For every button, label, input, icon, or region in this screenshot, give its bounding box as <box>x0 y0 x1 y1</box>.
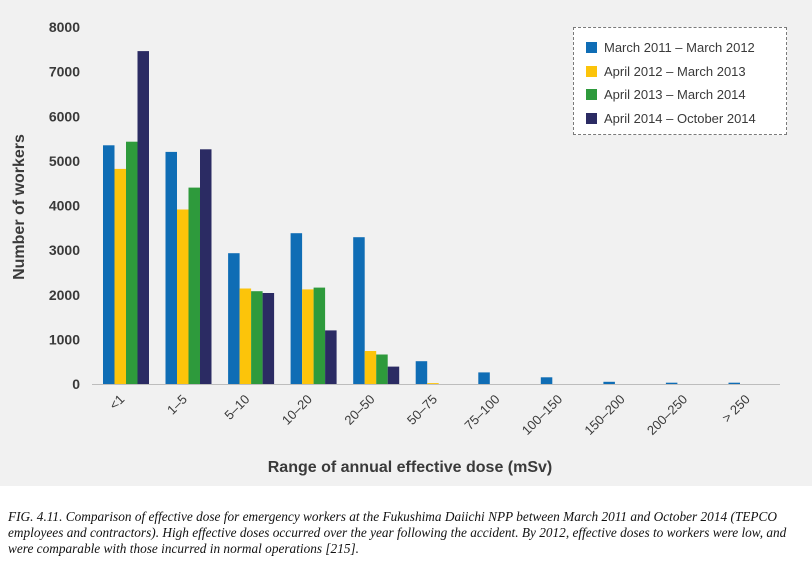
bar <box>387 366 400 384</box>
bar <box>603 381 615 384</box>
x-axis-ticks: <1 1–5 5–10 10–20 20–50 50–75 75–100 100–150 150… <box>106 392 753 438</box>
bar <box>165 151 177 384</box>
legend-item-2014: April 2014 – October 2014 <box>586 107 786 131</box>
bar <box>103 145 115 384</box>
x-tick-label: 50–75 <box>404 392 440 428</box>
y-tick-label: 3000 <box>49 242 80 258</box>
bar <box>364 351 377 384</box>
y-tick-label: 2000 <box>49 287 80 303</box>
legend-item-2011-2012: March 2011 – March 2012 <box>586 36 786 60</box>
legend-label: April 2012 – March 2013 <box>604 63 746 79</box>
bar <box>177 209 189 384</box>
x-tick-label: <1 <box>106 392 127 413</box>
bar <box>478 372 490 384</box>
x-tick-label: > 250 <box>719 392 753 426</box>
chart-figure: 0 1000 2000 3000 4000 5000 6000 7000 8000 <1 1–5 5… <box>0 0 812 486</box>
y-tick-label: 5000 <box>49 153 80 169</box>
legend-item-2012-2013: April 2012 – March 2013 <box>586 60 786 84</box>
legend-label: April 2014 – October 2014 <box>604 110 756 126</box>
bar <box>188 187 200 384</box>
bar <box>313 287 326 384</box>
x-tick-label: 5–10 <box>221 392 252 423</box>
y-tick-label: 1000 <box>49 331 80 347</box>
bar-chart: 0 1000 2000 3000 4000 5000 6000 7000 8000 <1 1–5 5… <box>11 19 780 476</box>
bar <box>126 141 138 384</box>
bar <box>728 382 740 384</box>
bar <box>665 382 678 384</box>
bar <box>427 383 439 384</box>
y-tick-label: 0 <box>72 376 80 392</box>
bar <box>239 288 252 384</box>
figure-caption: FIG. 4.11. Comparison of effective dose … <box>8 509 787 556</box>
x-tick-label: 1–5 <box>164 392 190 418</box>
legend-swatch <box>586 42 597 54</box>
bar <box>262 293 275 384</box>
bar <box>228 253 240 384</box>
legend-swatch <box>586 89 597 101</box>
chart-bars <box>103 51 740 384</box>
x-tick-label: 200–250 <box>644 392 690 438</box>
bar <box>302 289 314 384</box>
legend-swatch <box>586 65 597 77</box>
bar <box>137 51 149 384</box>
bar <box>376 354 388 384</box>
bar <box>540 377 553 384</box>
legend-swatch <box>586 112 597 124</box>
y-axis-ticks: 0 1000 2000 3000 4000 5000 6000 7000 8000 <box>49 19 80 392</box>
y-tick-label: 8000 <box>49 19 80 35</box>
y-axis-label: Number of workers <box>11 134 28 280</box>
bar <box>251 291 263 384</box>
bar <box>200 149 212 384</box>
legend-label: March 2011 – March 2012 <box>604 40 755 56</box>
x-tick-label: 20–50 <box>341 392 377 428</box>
x-tick-label: 100–150 <box>519 392 565 438</box>
legend-label: April 2013 – March 2014 <box>604 87 746 103</box>
legend-item-2013-2014: April 2013 – March 2014 <box>586 83 786 107</box>
x-tick-label: 75–100 <box>461 392 502 433</box>
x-axis-label: Range of annual effective dose (mSv) <box>268 459 553 476</box>
bar <box>114 168 126 384</box>
bar <box>290 233 303 384</box>
bar <box>415 361 428 384</box>
bar <box>325 330 337 384</box>
x-tick-label: 150–200 <box>581 392 627 438</box>
bar <box>353 237 365 384</box>
y-tick-label: 4000 <box>49 198 80 214</box>
chart-legend: March 2011 – March 2012 April 2012 – Mar… <box>573 27 787 135</box>
y-tick-label: 6000 <box>49 108 80 124</box>
x-tick-label: 10–20 <box>279 392 315 428</box>
y-tick-label: 7000 <box>49 64 80 80</box>
